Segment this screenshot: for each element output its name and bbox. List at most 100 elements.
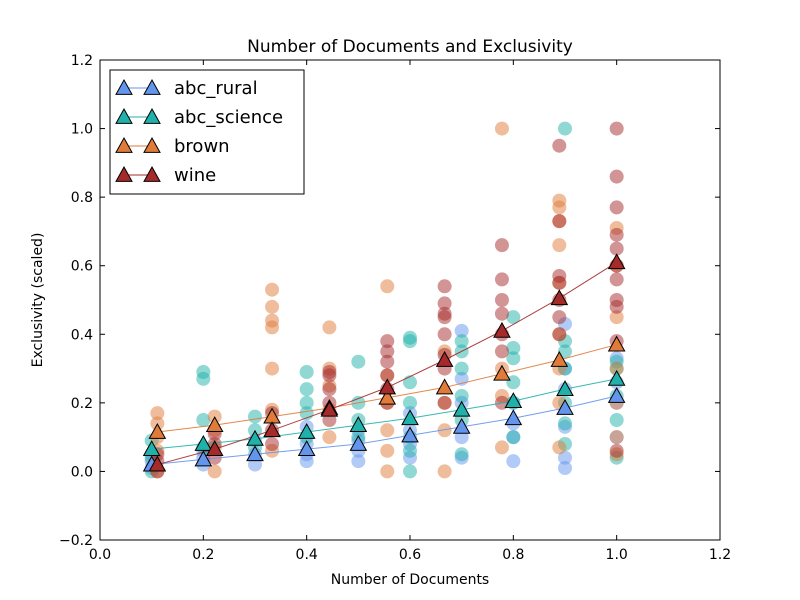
scatter-point-abc_science — [506, 341, 521, 355]
y-tick-label: 1.2 — [71, 53, 93, 69]
scatter-point-wine — [552, 138, 567, 153]
scatter-point-brown — [494, 440, 509, 455]
scatter-point-brown — [609, 361, 624, 376]
scatter-point-wine — [380, 334, 395, 349]
scatter-point-brown — [380, 443, 395, 458]
mean-marker-brown — [148, 422, 167, 439]
scatter-point-wine — [552, 214, 567, 229]
y-tick-label: 0.0 — [71, 464, 93, 480]
scatter-point-abc_science — [609, 413, 624, 427]
scatter-point-abc_science — [403, 375, 417, 390]
scatter-point-abc_rural — [506, 454, 521, 469]
scatter-point-brown — [150, 406, 165, 421]
scatter-point-abc_science — [454, 447, 469, 462]
scatter-point-wine — [609, 293, 624, 307]
mean-marker-abc_rural — [401, 426, 419, 443]
x-axis-ticks: 0.0 0.2 0.4 0.6 0.8 1.0 1.2 — [89, 60, 731, 563]
scatter-point-abc_rural — [351, 454, 366, 469]
scatter-point-abc_science — [506, 375, 521, 390]
x-tick-label: 1.0 — [606, 547, 628, 563]
scatter-point-abc_rural — [454, 323, 469, 338]
mean-marker-wine — [148, 455, 167, 472]
scatter-point-abc_rural — [558, 450, 572, 465]
scatter-point-wine — [609, 241, 624, 256]
x-tick-label: 0.0 — [89, 547, 111, 563]
scatter-point-wine — [437, 296, 452, 311]
legend-label-brown: brown — [174, 136, 230, 157]
mean-marker-wine — [205, 440, 224, 457]
y-axis-label: Exclusivity (scaled) — [30, 233, 46, 368]
mean-marker-abc_rural — [246, 445, 264, 462]
scatter-point-wine — [609, 169, 624, 184]
scatter-point-wine — [609, 272, 624, 287]
scatter-point-wine — [552, 310, 567, 325]
scatter-point-wine — [380, 344, 395, 359]
plot-area — [142, 121, 626, 479]
mean-marker-abc_science — [452, 400, 471, 417]
scatter-point-abc_science — [403, 330, 417, 345]
y-tick-label: −0.2 — [59, 533, 93, 549]
mean-marker-wine — [607, 253, 626, 270]
y-axis-ticks: −0.2 0.0 0.2 0.4 0.6 0.8 1.0 1.2 — [59, 53, 720, 549]
scatter-point-brown — [494, 121, 509, 136]
chart-title: Number of Documents and Exclusivity — [247, 37, 573, 57]
scatter-point-wine — [437, 395, 452, 410]
y-tick-label: 0.6 — [71, 259, 93, 275]
mean-marker-wine — [550, 289, 569, 306]
scatter-point-abc_science — [454, 334, 469, 349]
scatter-point-wine — [494, 238, 509, 253]
scatter-point-wine — [322, 365, 337, 379]
scatter-point-brown — [609, 430, 624, 445]
y-tick-label: 0.2 — [71, 396, 93, 412]
mean-marker-abc_science — [297, 422, 316, 439]
scatter-point-brown — [322, 320, 337, 335]
mean-marker-abc_rural — [556, 398, 574, 415]
mean-marker-wine — [263, 421, 281, 438]
scatter-point-abc_science — [506, 310, 521, 325]
legend-marker-brown — [115, 136, 133, 153]
scatter-point-abc_science — [196, 365, 211, 379]
mean-marker-wine — [435, 350, 454, 367]
mean-marker-brown — [205, 416, 224, 433]
scatter-point-wine — [494, 272, 509, 287]
scatter-point-brown — [552, 193, 567, 208]
scatter-point-brown — [552, 238, 567, 253]
mean-marker-abc_rural — [349, 434, 368, 451]
scatter-point-wine — [494, 306, 509, 321]
scatter-point-wine — [609, 227, 624, 242]
mean-markers — [142, 253, 626, 472]
mean-marker-abc_rural — [194, 450, 213, 467]
mean-marker-abc_science — [556, 380, 574, 397]
scatter-point-abc_science — [299, 395, 314, 410]
x-axis-label: Number of Documents — [331, 572, 489, 588]
legend-marker-abc_science — [115, 107, 133, 124]
y-tick-label: 1.0 — [71, 122, 93, 138]
scatter-point-wine — [437, 279, 452, 294]
scatter-point-abc_science — [558, 121, 572, 136]
legend-label-abc_rural: abc_rural — [174, 78, 258, 99]
scatter-point-wine — [552, 269, 567, 283]
legend-marker-abc_rural — [143, 78, 161, 95]
mean-marker-abc_science — [401, 409, 419, 426]
scatter-point-abc_science — [454, 361, 469, 376]
scatter-point-brown — [437, 464, 452, 479]
scatter-point-abc_science — [351, 354, 366, 369]
x-tick-label: 0.4 — [296, 547, 318, 563]
scatter-point-wine — [265, 437, 280, 451]
scatter-point-brown — [265, 299, 280, 314]
x-tick-label: 0.6 — [399, 547, 421, 563]
mean-marker-abc_science — [194, 434, 213, 451]
mean-marker-abc_science — [607, 369, 626, 386]
scatter-point-abc_science — [299, 365, 314, 379]
scatter-point-brown — [380, 279, 395, 294]
legend-marker-brown — [143, 136, 161, 153]
mean-marker-abc_rural — [504, 409, 523, 426]
mean-marker-brown — [435, 378, 454, 395]
plot-frame — [99, 59, 721, 541]
scatter-point-brown — [609, 310, 624, 325]
scatter-point-brown — [380, 464, 395, 479]
scatter-point-brown — [207, 464, 222, 479]
scatter-point-abc_science — [506, 430, 521, 445]
scatter-point-wine — [380, 354, 395, 369]
